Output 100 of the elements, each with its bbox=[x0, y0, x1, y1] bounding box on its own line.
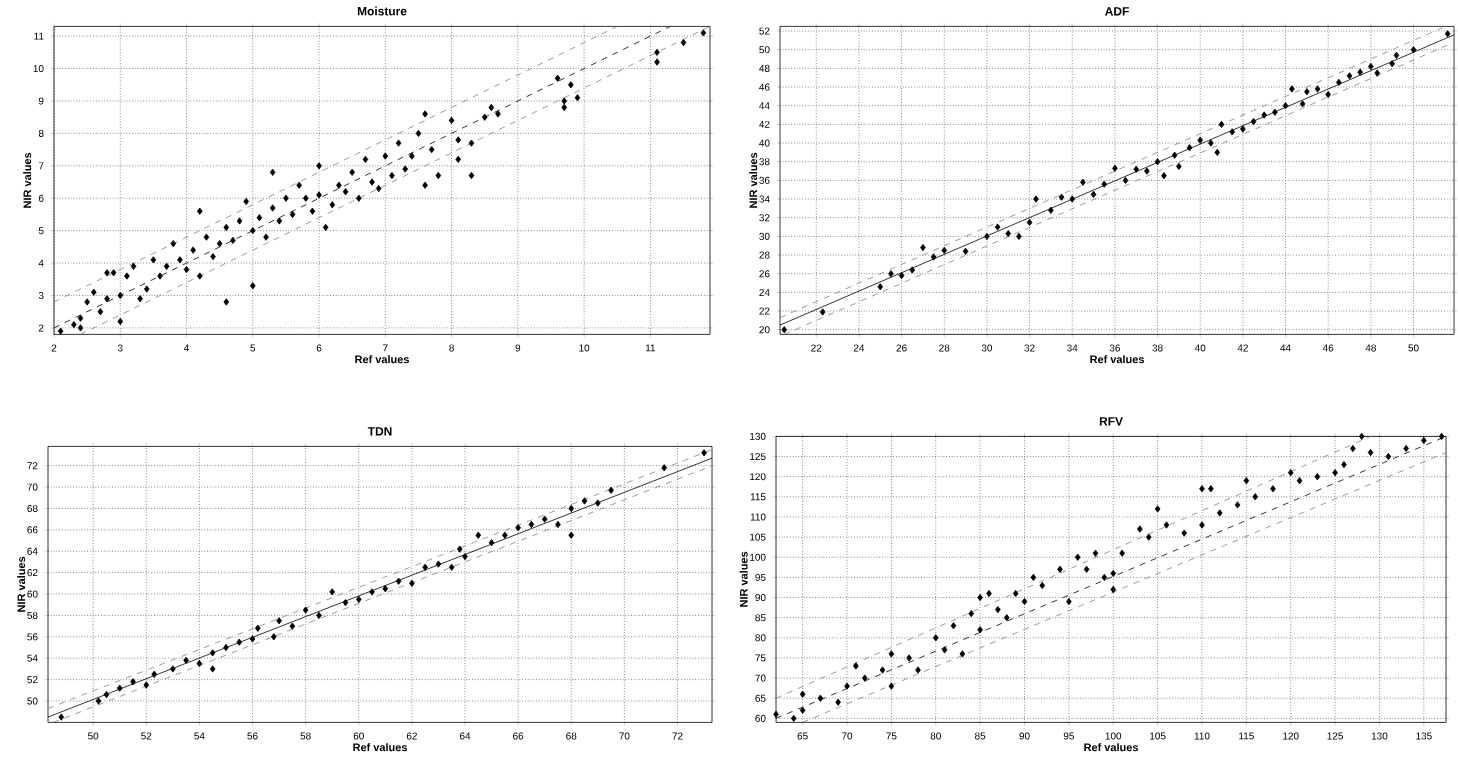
point bbox=[1016, 232, 1022, 240]
point bbox=[568, 504, 575, 512]
point bbox=[249, 635, 256, 643]
point bbox=[1101, 180, 1108, 188]
point bbox=[409, 579, 415, 587]
point bbox=[462, 552, 468, 561]
point bbox=[1005, 229, 1012, 238]
point bbox=[502, 531, 508, 539]
point bbox=[920, 243, 926, 252]
point bbox=[581, 497, 588, 505]
point bbox=[819, 308, 826, 316]
point bbox=[1186, 143, 1193, 152]
point bbox=[568, 531, 575, 539]
point bbox=[1374, 69, 1381, 77]
point bbox=[130, 677, 136, 686]
point bbox=[342, 598, 349, 607]
point bbox=[196, 659, 203, 667]
point bbox=[1289, 85, 1295, 93]
point bbox=[541, 515, 548, 523]
point bbox=[984, 232, 990, 240]
point bbox=[289, 622, 296, 630]
point bbox=[1389, 59, 1395, 68]
point bbox=[1090, 190, 1097, 198]
point bbox=[962, 247, 969, 255]
point bbox=[941, 246, 948, 254]
point bbox=[555, 520, 561, 528]
point bbox=[1048, 206, 1054, 214]
point bbox=[395, 577, 402, 585]
point bbox=[382, 584, 389, 593]
point bbox=[1208, 139, 1214, 147]
point bbox=[435, 560, 442, 568]
point bbox=[103, 690, 110, 699]
point bbox=[276, 616, 282, 625]
point bbox=[661, 464, 668, 472]
point bbox=[448, 563, 455, 571]
point bbox=[1304, 87, 1310, 96]
point bbox=[475, 531, 482, 539]
point bbox=[1112, 164, 1118, 172]
point bbox=[1176, 162, 1182, 170]
point bbox=[1393, 51, 1400, 59]
point bbox=[270, 633, 277, 641]
point bbox=[994, 223, 1001, 231]
point bbox=[58, 713, 65, 721]
point bbox=[1261, 111, 1267, 119]
point bbox=[898, 271, 905, 280]
point bbox=[1069, 195, 1076, 203]
point bbox=[236, 638, 243, 646]
point bbox=[95, 697, 102, 705]
point bbox=[1314, 85, 1321, 93]
point bbox=[1410, 45, 1417, 54]
point bbox=[1161, 171, 1167, 180]
point bbox=[1282, 101, 1289, 110]
point bbox=[316, 611, 322, 619]
point bbox=[1144, 167, 1150, 175]
point bbox=[1346, 72, 1353, 80]
point bbox=[488, 538, 495, 547]
point bbox=[1033, 195, 1039, 203]
point bbox=[1133, 165, 1140, 173]
point bbox=[1325, 90, 1331, 98]
point bbox=[1171, 151, 1178, 159]
point bbox=[369, 588, 375, 596]
point bbox=[909, 266, 916, 274]
point bbox=[888, 269, 894, 278]
point bbox=[608, 486, 614, 494]
point bbox=[116, 684, 123, 692]
point bbox=[1197, 136, 1204, 144]
point bbox=[302, 606, 309, 614]
point bbox=[1336, 78, 1342, 86]
point bbox=[1154, 157, 1161, 166]
point bbox=[255, 624, 261, 632]
point bbox=[781, 325, 788, 334]
point bbox=[170, 665, 176, 673]
point bbox=[422, 563, 428, 571]
point bbox=[1214, 148, 1221, 156]
point bbox=[1357, 68, 1363, 76]
point bbox=[595, 499, 601, 507]
point bbox=[1250, 117, 1257, 126]
point bbox=[1229, 128, 1235, 136]
point bbox=[223, 643, 229, 651]
point bbox=[701, 449, 707, 457]
point bbox=[143, 681, 150, 689]
point bbox=[1026, 218, 1033, 226]
point bbox=[515, 523, 521, 532]
point bbox=[528, 520, 535, 528]
point bbox=[329, 588, 335, 596]
point bbox=[151, 670, 158, 678]
point bbox=[456, 545, 463, 553]
point bbox=[355, 595, 362, 603]
point bbox=[183, 656, 189, 664]
point bbox=[877, 283, 884, 291]
point bbox=[209, 665, 216, 673]
point bbox=[1218, 120, 1225, 128]
point bbox=[930, 253, 937, 261]
point bbox=[1272, 108, 1278, 116]
point bbox=[1122, 176, 1129, 184]
point bbox=[1058, 193, 1065, 201]
point bbox=[1080, 178, 1086, 186]
point bbox=[1368, 62, 1374, 70]
point bbox=[1299, 100, 1306, 108]
point bbox=[209, 649, 216, 657]
